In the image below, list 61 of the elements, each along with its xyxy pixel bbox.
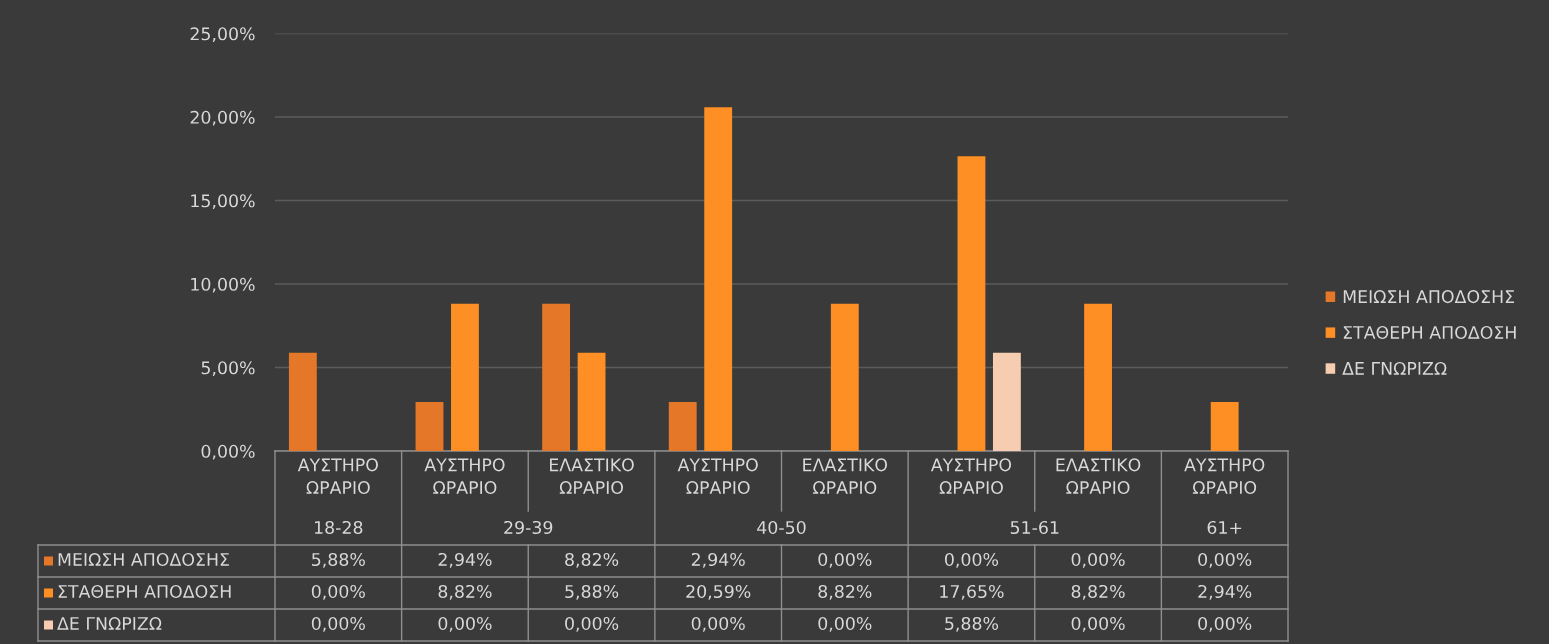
data-label: 0,00% bbox=[311, 616, 365, 632]
bar bbox=[957, 156, 986, 451]
y-tick-label: 0,00% bbox=[201, 444, 255, 460]
data-label: 5,88% bbox=[565, 584, 619, 600]
data-label: 2,94% bbox=[1198, 584, 1252, 600]
x-tick-label: ΑΥΣΤΗΡΟ ΩΡΑΡΙΟ bbox=[677, 458, 758, 495]
text: ΣΤΑΘΕΡΗ ΑΠΟΔΟΣΗ bbox=[58, 584, 231, 599]
data-label: 5,88% bbox=[312, 552, 365, 568]
bar bbox=[1084, 303, 1112, 451]
y-tick-label: 15,00% bbox=[191, 194, 255, 210]
data-label: 2,94% bbox=[438, 552, 492, 568]
text: 18-28 bbox=[315, 520, 363, 535]
data-label: 0,00% bbox=[691, 616, 745, 632]
data-label: 0,00% bbox=[1071, 616, 1125, 632]
data-label: 20,59% bbox=[686, 584, 751, 600]
data-label: 8,82% bbox=[1071, 584, 1125, 600]
text: 51-61 bbox=[1010, 520, 1059, 535]
legend-label: ΜΕΙΩΣΗ ΑΠΟΔΟΣΗΣ bbox=[58, 552, 229, 567]
data-label: 0,00% bbox=[1071, 552, 1125, 568]
data-label: 5,88% bbox=[945, 616, 999, 632]
bar bbox=[1210, 401, 1239, 451]
x-tick-label: ΑΥΣΤΗΡΟ ΩΡΑΡΙΟ bbox=[424, 458, 505, 495]
x-tick-label: ΑΥΣΤΗΡΟ ΩΡΑΡΙΟ bbox=[930, 458, 1012, 495]
bar bbox=[415, 401, 444, 451]
bar bbox=[668, 401, 697, 451]
x-tick-label: ΑΥΣΤΗΡΟ ΩΡΑΡΙΟ bbox=[297, 458, 378, 495]
bar bbox=[542, 303, 571, 451]
legend-label: ΣΤΑΘΕΡΗ ΑΠΟΔΟΣΗ bbox=[1343, 325, 1516, 340]
y-tick-label: 20,00% bbox=[190, 110, 255, 126]
text: 61+ bbox=[1207, 520, 1242, 535]
data-label: 0,00% bbox=[1198, 616, 1252, 632]
bar bbox=[451, 303, 479, 451]
data-label: 8,82% bbox=[565, 552, 619, 568]
data-label: 0,00% bbox=[1198, 552, 1252, 568]
data-label: 0,00% bbox=[311, 584, 365, 600]
text: ΜΕΙΩΣΗ ΑΠΟΔΟΣΗΣ bbox=[1343, 290, 1515, 304]
data-label: 8,82% bbox=[438, 584, 492, 600]
data-label: 0,00% bbox=[818, 552, 872, 568]
legend-label: ΔΕ ΓΝΩΡΙΖΩ bbox=[1342, 361, 1447, 375]
data-label: 17,65% bbox=[940, 584, 1004, 600]
x-tick-label: ΑΥΣΤΗΡΟ ΩΡΑΡΙΟ bbox=[1184, 458, 1265, 495]
data-label: 0,00% bbox=[818, 616, 872, 632]
data-label: 0,00% bbox=[438, 616, 492, 632]
x-tick-label: ΕΛΑΣΤΙΚΟ ΩΡΑΡΙΟ bbox=[803, 458, 888, 495]
y-tick-label: 10,00% bbox=[191, 277, 255, 293]
y-tick-label: 5,00% bbox=[201, 361, 255, 377]
bar bbox=[288, 352, 317, 451]
bar bbox=[830, 303, 859, 451]
bar bbox=[704, 107, 733, 451]
data-label: 0,00% bbox=[945, 552, 999, 568]
text: ΔΕ ΓΝΩΡΙΖΩ bbox=[57, 616, 162, 630]
bar bbox=[992, 352, 1021, 451]
y-tick-label: 25,00% bbox=[190, 27, 255, 43]
data-label: 8,82% bbox=[818, 584, 872, 600]
x-tick-label: ΕΛΑΣΤΙΚΟ ΩΡΑΡΙΟ bbox=[550, 458, 634, 495]
data-label: 0,00% bbox=[565, 616, 619, 632]
bar bbox=[577, 352, 606, 451]
text: 40-50 bbox=[757, 520, 806, 535]
x-tick-label: ΕΛΑΣΤΙΚΟ ΩΡΑΡΙΟ bbox=[1056, 458, 1141, 495]
data-label: 2,94% bbox=[691, 552, 745, 568]
text: 29-39 bbox=[504, 520, 553, 535]
